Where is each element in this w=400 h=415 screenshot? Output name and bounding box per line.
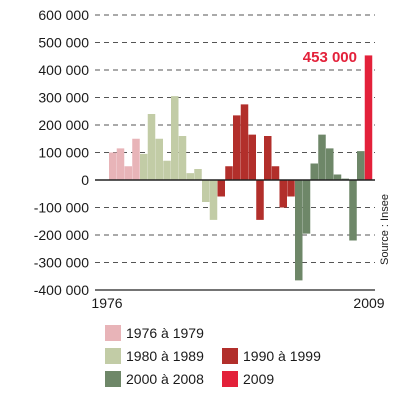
bar-1988: [202, 180, 210, 202]
bar-1992: [233, 115, 241, 181]
bar-1994: [248, 134, 256, 181]
bar-2004: [326, 148, 334, 181]
bar-1986: [186, 173, 194, 181]
y-tick-label: 300 000: [38, 90, 89, 106]
bar-1998: [279, 180, 287, 208]
bar-1978: [124, 166, 132, 180]
bar-1980: [140, 153, 148, 181]
bar-2000: [295, 180, 303, 281]
bar-2008: [357, 151, 365, 181]
y-tick-labels: 600 000 500 000 400 000 300 000 200 000 100 0…: [34, 7, 89, 298]
y-tick-label: -200 000: [34, 227, 89, 243]
bar-2001: [302, 180, 311, 234]
y-tick-label: 600 000: [38, 7, 89, 23]
bar-2002: [310, 163, 318, 180]
bar-1999: [287, 180, 295, 197]
bar-1997: [271, 166, 280, 180]
bar-1990: [217, 180, 225, 197]
y-tick-label: 500 000: [38, 35, 89, 51]
bar-1982: [155, 138, 163, 180]
bars: [95, 55, 375, 281]
legend-label: 1980 à 1989: [126, 348, 204, 364]
legend-label: 1976 à 1979: [126, 325, 204, 341]
bar-1977: [116, 148, 125, 181]
legend-label: 1990 à 1999: [243, 348, 321, 364]
bar-1981: [147, 114, 156, 180]
legend-swatch: [222, 371, 238, 387]
bar-1984: [171, 96, 179, 181]
legend-swatch: [105, 348, 121, 364]
bar-1991: [225, 166, 233, 180]
legend-label: 2009: [243, 371, 274, 387]
legend: 1976 à 1979 1980 à 1989 1990 à 1999 2000 à …: [105, 325, 321, 387]
bar-1989: [209, 180, 218, 220]
bar-1987: [194, 169, 202, 180]
legend-swatch: [105, 371, 121, 387]
bar-1983: [163, 160, 171, 180]
y-tick-label: 100 000: [38, 145, 89, 161]
bar-2009: [364, 55, 373, 180]
legend-swatch: [222, 348, 238, 364]
y-tick-label: 0: [81, 172, 89, 188]
bar-1995: [256, 180, 264, 220]
x-tick-label-end: 2009: [353, 295, 384, 311]
source-label: Source : Insee: [379, 194, 391, 265]
bar-2003: [318, 134, 326, 181]
y-tick-label: -300 000: [34, 255, 89, 271]
y-tick-label: -400 000: [34, 282, 89, 298]
legend-swatch: [105, 325, 121, 341]
bar-2007: [349, 180, 357, 241]
bar-1985: [178, 136, 187, 180]
bar-1976: [109, 152, 117, 180]
bar-1993: [240, 104, 249, 181]
annotation-label: 453 000: [303, 49, 357, 66]
bar-1996: [264, 136, 272, 180]
y-tick-label: -100 000: [34, 200, 89, 216]
y-tick-label: 400 000: [38, 62, 89, 78]
bar-1979: [132, 138, 140, 180]
y-tick-label: 200 000: [38, 117, 89, 133]
x-axis: 1976 2009: [91, 289, 385, 311]
bar-2005: [333, 174, 342, 180]
legend-label: 2000 à 2008: [126, 371, 204, 387]
x-tick-label-start: 1976: [91, 295, 122, 311]
